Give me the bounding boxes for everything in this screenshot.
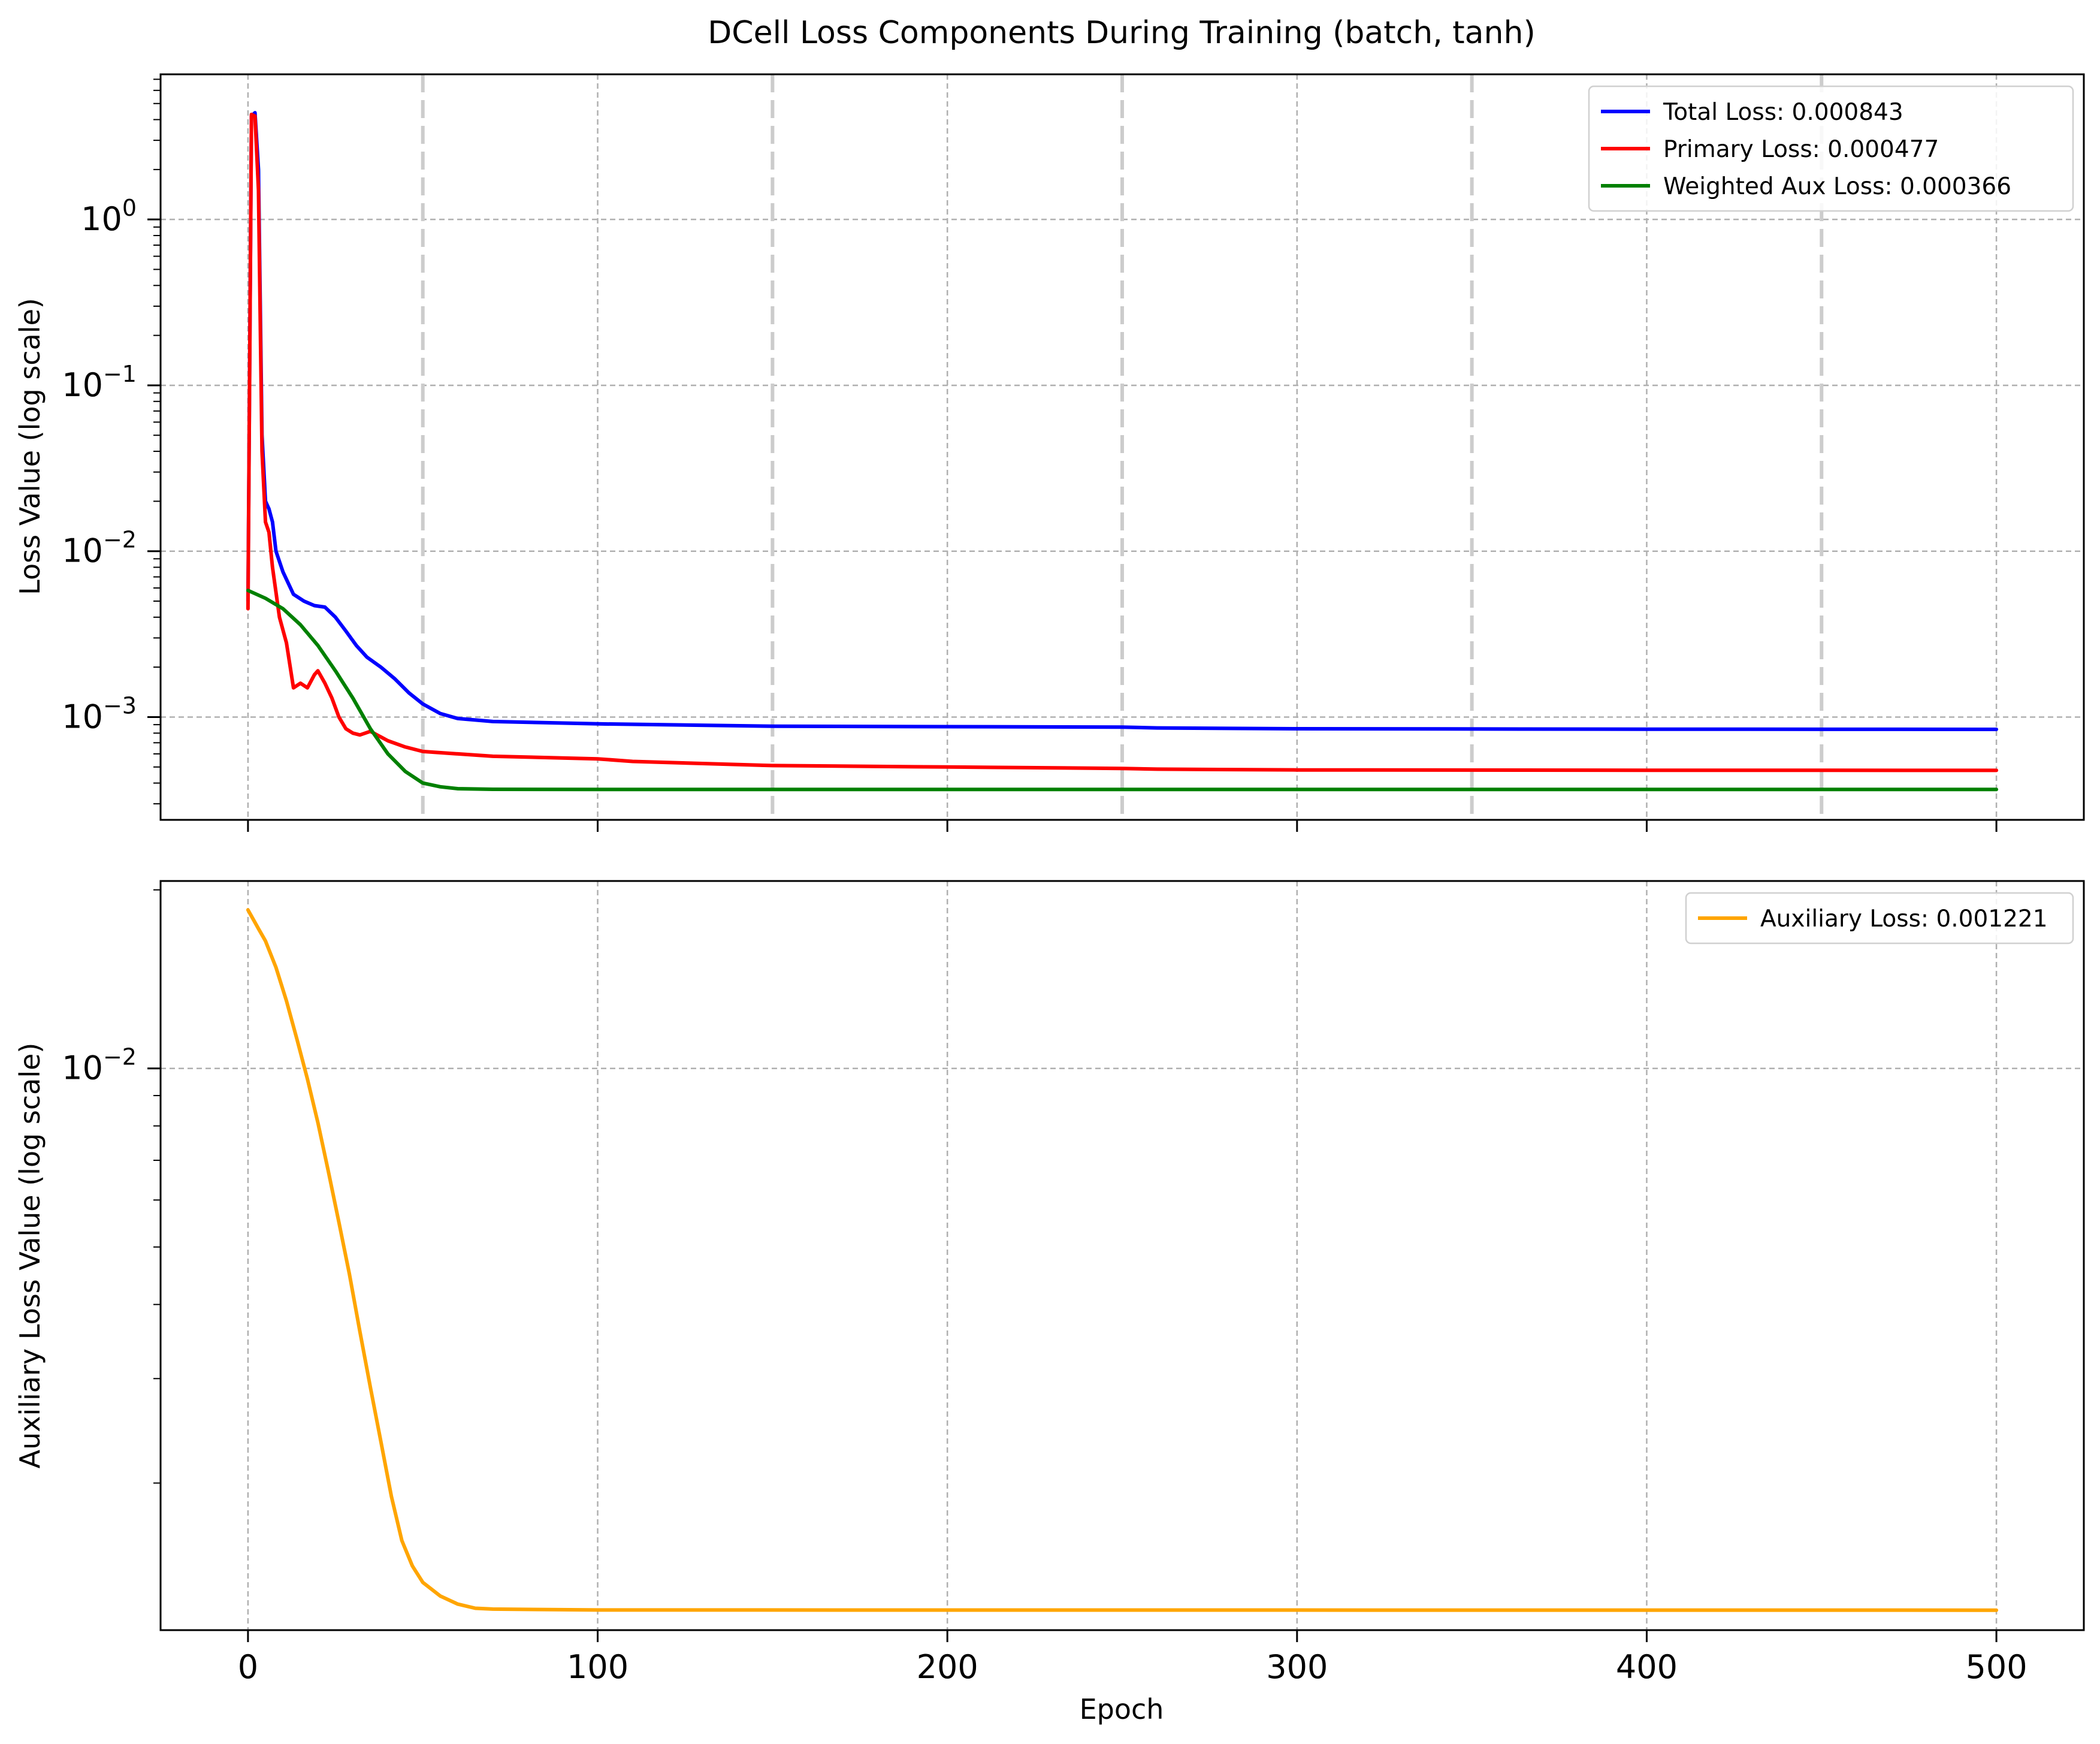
top-legend-label-1: Primary Loss: 0.000477	[1663, 136, 1939, 163]
bottom-legend	[1685, 892, 2074, 945]
bottom-panel: 0 100 200 300 400 500 10−2 Auxiliary Loss: 0.00…	[62, 880, 2085, 1686]
bottom-x-tick-label: 100	[567, 1648, 629, 1686]
top-y-tick-label: 10−1	[62, 361, 137, 404]
top-series-line-0	[246, 111, 1999, 731]
top-legend-label-2: Weighted Aux Loss: 0.000366	[1663, 173, 2011, 200]
top-legend-label-0: Total Loss: 0.000843	[1663, 99, 1903, 126]
chart-title: DCell Loss Components During Training (b…	[708, 15, 1536, 51]
top-y-tick-label: 100	[81, 195, 137, 238]
bottom-y-tick-label: 10−2	[62, 1044, 137, 1087]
top-series-line-2	[246, 589, 1999, 792]
top-panel: 10−3 10−2 10−1 100 Total Loss: 0.000843 Prima…	[62, 73, 2085, 832]
top-legend	[1588, 85, 2074, 212]
bottom-x-tick-label: 300	[1266, 1648, 1328, 1686]
top-y-tick-label: 10−3	[62, 692, 137, 735]
x-axis-label: Epoch	[1080, 1693, 1164, 1725]
bottom-x-tick-label: 200	[917, 1648, 978, 1686]
bottom-x-tick-label: 0	[238, 1648, 258, 1686]
bottom-x-tick-label: 500	[1966, 1648, 2028, 1686]
top-series-line-1	[246, 112, 1999, 773]
top-plot-frame	[159, 73, 2085, 821]
bottom-legend-label-0: Auxiliary Loss: 0.001221	[1760, 906, 2048, 933]
top-y-axis-label: Loss Value (log scale)	[14, 298, 46, 595]
top-y-tick-label: 10−2	[62, 527, 137, 570]
bottom-y-axis-label: Auxiliary Loss Value (log scale)	[14, 1043, 46, 1469]
bottom-plot-frame	[159, 880, 2085, 1631]
bottom-series-line-0	[246, 908, 1999, 1612]
bottom-x-tick-label: 400	[1616, 1648, 1678, 1686]
